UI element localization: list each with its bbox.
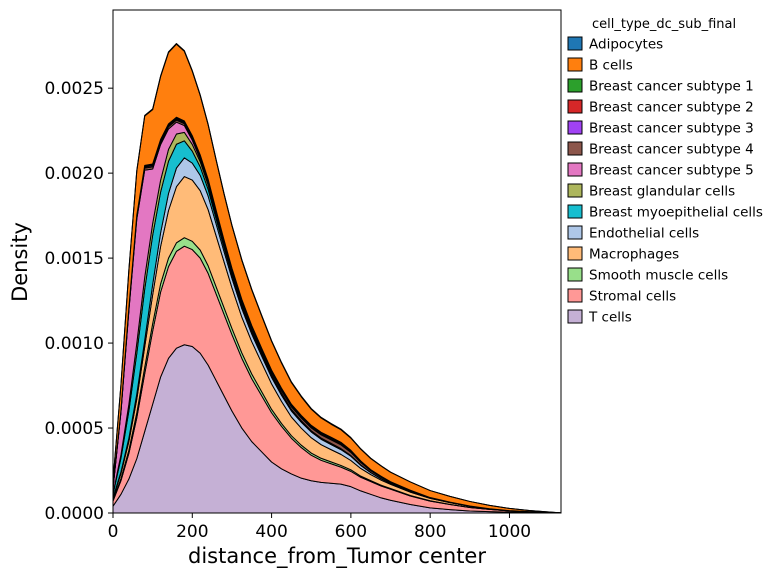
x-tick-label: 0 [108,522,119,542]
legend-entry-label: Macrophages [589,247,679,263]
legend-entry-label: Endothelial cells [589,226,699,242]
legend-entry-label: Breast cancer subtype 2 [589,100,754,116]
legend-entry-label: Breast cancer subtype 1 [589,79,754,95]
y-axis-ticks: 0.0000 0.0005 0.0010 0.0015 0.0020 0.0025 [45,79,113,524]
stacked-density-areas [112,42,562,514]
x-tick-label: 1000 [488,522,531,542]
y-tick-label: 0.0005 [45,419,104,439]
legend-entry-label: Stromal cells [589,289,676,305]
legend-swatch [567,120,583,135]
y-tick-label: 0.0025 [45,79,104,99]
legend: cell_type_dc_sub_final Adipocytes B cells… [567,17,763,326]
legend-entry-label: Breast glandular cells [589,184,735,200]
legend-entry-label: Breast cancer subtype 3 [589,121,754,137]
y-tick-label: 0.0010 [45,334,104,354]
y-axis-label: Density [8,222,32,302]
legend-swatch [567,204,583,219]
legend-swatch [567,141,583,156]
area-adipocytes [112,42,562,514]
legend-entry-label: B cells [589,58,633,74]
x-tick-label: 400 [255,522,287,542]
y-tick-label: 0.0020 [45,164,104,184]
y-tick-label: 0.0015 [45,249,104,269]
legend-swatch [567,246,583,261]
x-axis-label: distance_from_Tumor center [188,544,486,569]
x-axis-ticks: 0 200 400 600 800 1000 [108,513,531,542]
y-tick-label: 0.0000 [45,504,104,524]
legend-swatch [567,225,583,240]
x-tick-label: 200 [176,522,208,542]
legend-entry-label: Breast cancer subtype 5 [589,163,754,179]
legend-entry-label: Breast cancer subtype 4 [589,142,754,158]
legend-swatch [567,183,583,198]
legend-entry-label: Smooth muscle cells [589,268,728,284]
legend-swatch [567,267,583,282]
legend-swatch [567,99,583,114]
legend-swatch [567,57,583,72]
plot-frame [112,9,562,514]
legend-swatch [567,162,583,177]
legend-swatch [567,288,583,303]
x-tick-label: 600 [335,522,367,542]
legend-swatch [567,36,583,51]
legend-swatch [567,78,583,93]
legend-entry-label: Adipocytes [589,37,663,53]
legend-swatch [567,309,583,324]
legend-entry-label: Breast myoepithelial cells [589,205,763,221]
legend-entry-label: T cells [588,310,632,326]
x-tick-label: 800 [414,522,446,542]
legend-title: cell_type_dc_sub_final [592,17,736,32]
